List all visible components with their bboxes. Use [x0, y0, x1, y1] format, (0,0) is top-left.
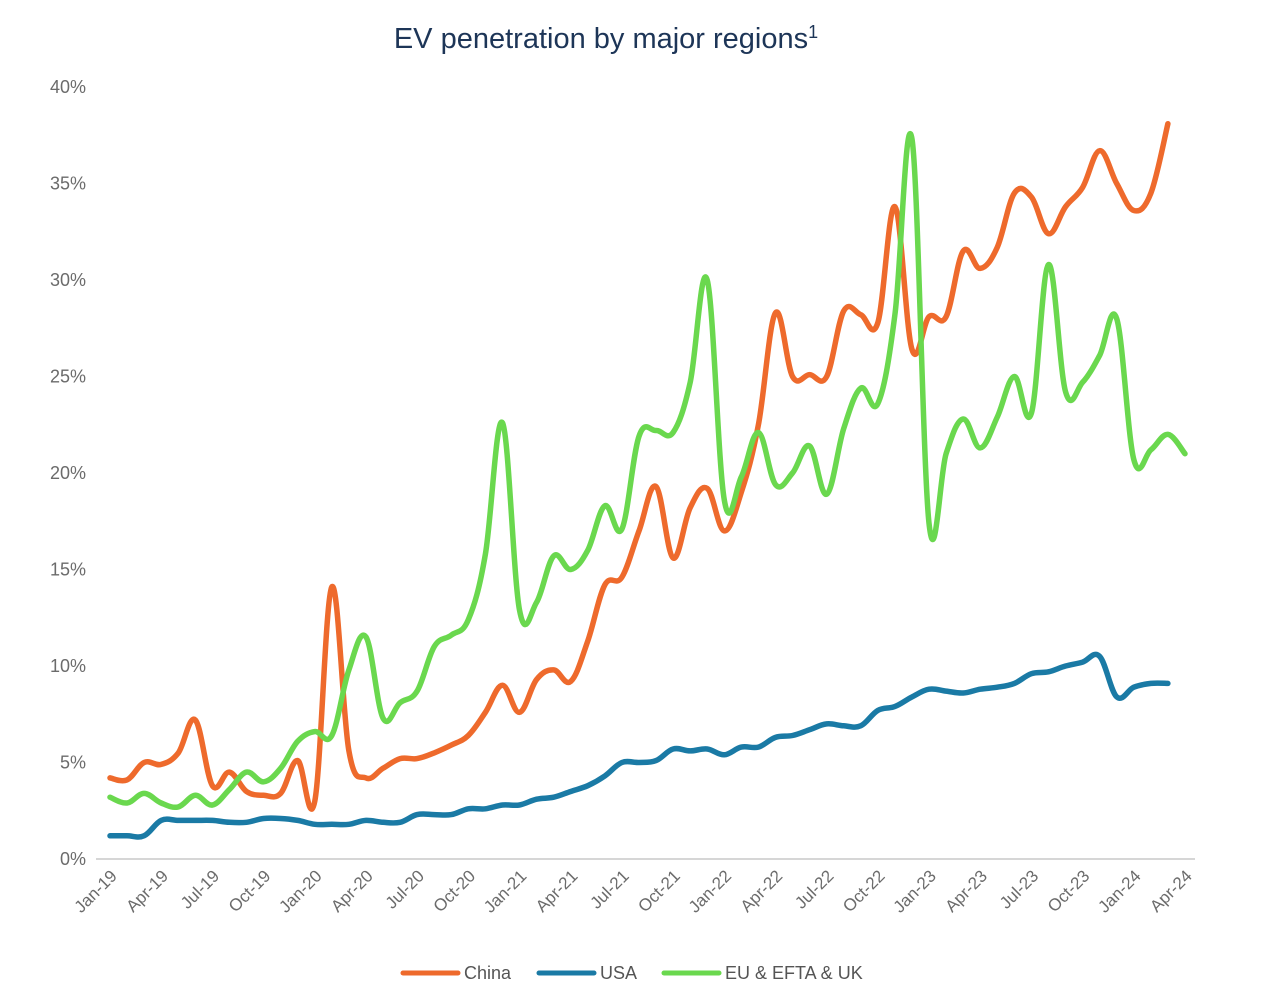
legend: China USA EU & EFTA & UK [400, 963, 863, 983]
x-axis: Jan-19 Apr-19 Jul-19 Oct-19 Jan-20 Apr-20 Jul-… [71, 858, 1196, 917]
y-tick-label: 10% [50, 656, 86, 676]
series-group [107, 120, 1188, 840]
y-tick-label: 40% [50, 77, 86, 97]
x-tick-label: Apr-22 [737, 866, 787, 916]
y-tick-label: 35% [50, 174, 86, 194]
y-tick-label: 20% [50, 463, 86, 483]
x-tick-label: Apr-24 [1146, 866, 1196, 916]
y-tick-label: 15% [50, 560, 86, 580]
legend-label: EU & EFTA & UK [725, 963, 863, 983]
x-tick-label: Jul-19 [177, 866, 223, 912]
legend-item-china: China [400, 963, 512, 983]
x-tick-label: Jul-20 [382, 866, 428, 912]
series-line-usa [107, 651, 1171, 840]
x-tick-label: Oct-19 [225, 866, 275, 916]
x-tick-label: Jul-22 [791, 866, 837, 912]
y-tick-label: 25% [50, 367, 86, 387]
legend-item-eu-efta-uk: EU & EFTA & UK [661, 963, 863, 983]
series-line-china [107, 120, 1171, 812]
x-tick-label: Jan-21 [480, 866, 530, 916]
x-tick-label: Jan-19 [71, 866, 121, 916]
x-tick-label: Apr-19 [122, 866, 172, 916]
x-tick-label: Apr-21 [532, 866, 582, 916]
legend-item-usa: USA [536, 963, 637, 983]
x-tick-label: Jan-24 [1094, 866, 1144, 916]
x-tick-label: Apr-23 [942, 866, 992, 916]
y-tick-label: 0% [60, 849, 86, 869]
legend-label: China [464, 963, 512, 983]
y-tick-label: 5% [60, 753, 86, 773]
x-tick-label: Apr-20 [327, 866, 377, 916]
x-tick-label: Jan-23 [890, 866, 940, 916]
x-tick-label: Jan-20 [275, 866, 325, 916]
legend-label: USA [600, 963, 637, 983]
chart-title-text: EV penetration by major regions [394, 23, 808, 55]
chart-title-superscript: 1 [808, 22, 818, 42]
x-tick-label: Oct-22 [839, 866, 889, 916]
y-tick-label: 30% [50, 270, 86, 290]
series-line-eu-efta-uk [107, 131, 1188, 810]
x-tick-label: Jan-22 [685, 866, 735, 916]
x-tick-label: Oct-23 [1044, 866, 1094, 916]
x-tick-label: Oct-21 [634, 866, 684, 916]
x-tick-label: Jul-23 [996, 866, 1042, 912]
chart-title: EV penetration by major regions1 [394, 22, 818, 55]
x-tick-label: Jul-21 [587, 866, 633, 912]
x-tick-label: Oct-20 [430, 866, 480, 916]
y-axis: 0% 5% 10% 15% 20% 25% 30% 35% 40% [50, 77, 86, 869]
